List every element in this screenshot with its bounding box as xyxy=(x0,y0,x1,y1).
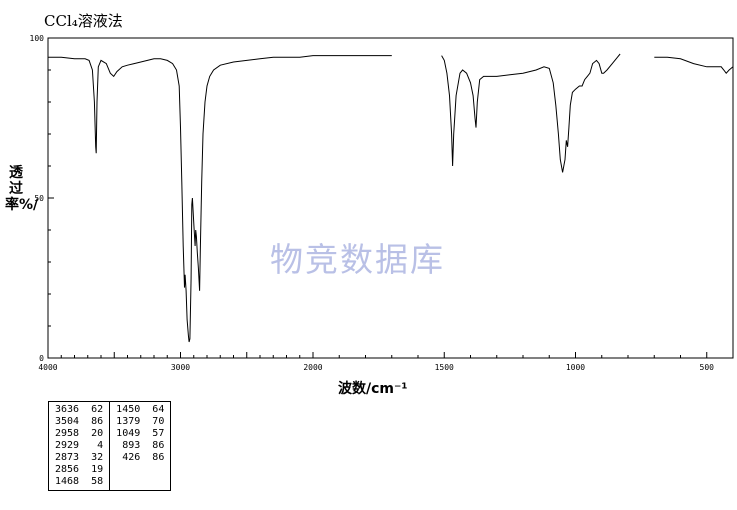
peak-entry: 893 86 xyxy=(116,440,165,451)
y-tick-label: 50 xyxy=(34,194,44,203)
peak-entry: 2856 19 xyxy=(55,464,104,475)
peak-entry: 426 86 xyxy=(116,452,165,463)
spectrum-line-segment xyxy=(48,55,392,343)
peak-entry: 3504 86 xyxy=(55,416,104,427)
peak-entry: 2873 32 xyxy=(55,452,104,463)
peak-table-column: 3636 62 3504 86 2958 20 2929 4 2873 32 2856 1… xyxy=(49,402,110,491)
plot-frame xyxy=(47,37,734,359)
y-tick-label: 100 xyxy=(30,34,45,43)
peak-entry: 2929 4 xyxy=(55,440,104,451)
x-tick-label: 4000 xyxy=(38,363,57,372)
peak-table: 3636 62 3504 86 2958 20 2929 4 2873 32 2856 1… xyxy=(48,401,172,491)
x-tick-label: 500 xyxy=(700,363,715,372)
peak-table-column: 1450 64 1379 70 1049 57 893 86 426 86 xyxy=(109,401,171,491)
spectrum-line-segment xyxy=(441,53,621,173)
x-tick-label: 3000 xyxy=(171,363,190,372)
peak-entry: 1468 58 xyxy=(55,476,104,487)
peak-entry: 1049 57 xyxy=(116,428,165,439)
transmittance-series xyxy=(48,53,734,343)
x-tick-label: 1000 xyxy=(566,363,585,372)
peak-entry: 3636 62 xyxy=(55,404,104,415)
peak-entry: 1450 64 xyxy=(116,404,165,415)
peak-entry: 2958 20 xyxy=(55,428,104,439)
chart-title: CCl₄溶液法 xyxy=(44,12,123,30)
x-tick-label: 1500 xyxy=(435,363,454,372)
y-tick-label: 0 xyxy=(39,354,44,363)
x-tick-label: 2000 xyxy=(303,363,322,372)
x-axis-label: 波数/cm⁻¹ xyxy=(338,381,408,397)
x-axis: 4000 3000 2000 1500 1000 500 xyxy=(38,352,734,372)
y-axis-label: 透过率%/ xyxy=(5,165,39,213)
spectrum-line-segment xyxy=(654,56,734,74)
watermark: 物竞数据库 xyxy=(270,240,445,279)
peak-entry: 1379 70 xyxy=(116,416,165,427)
y-axis: 100 50 0 xyxy=(30,34,54,363)
